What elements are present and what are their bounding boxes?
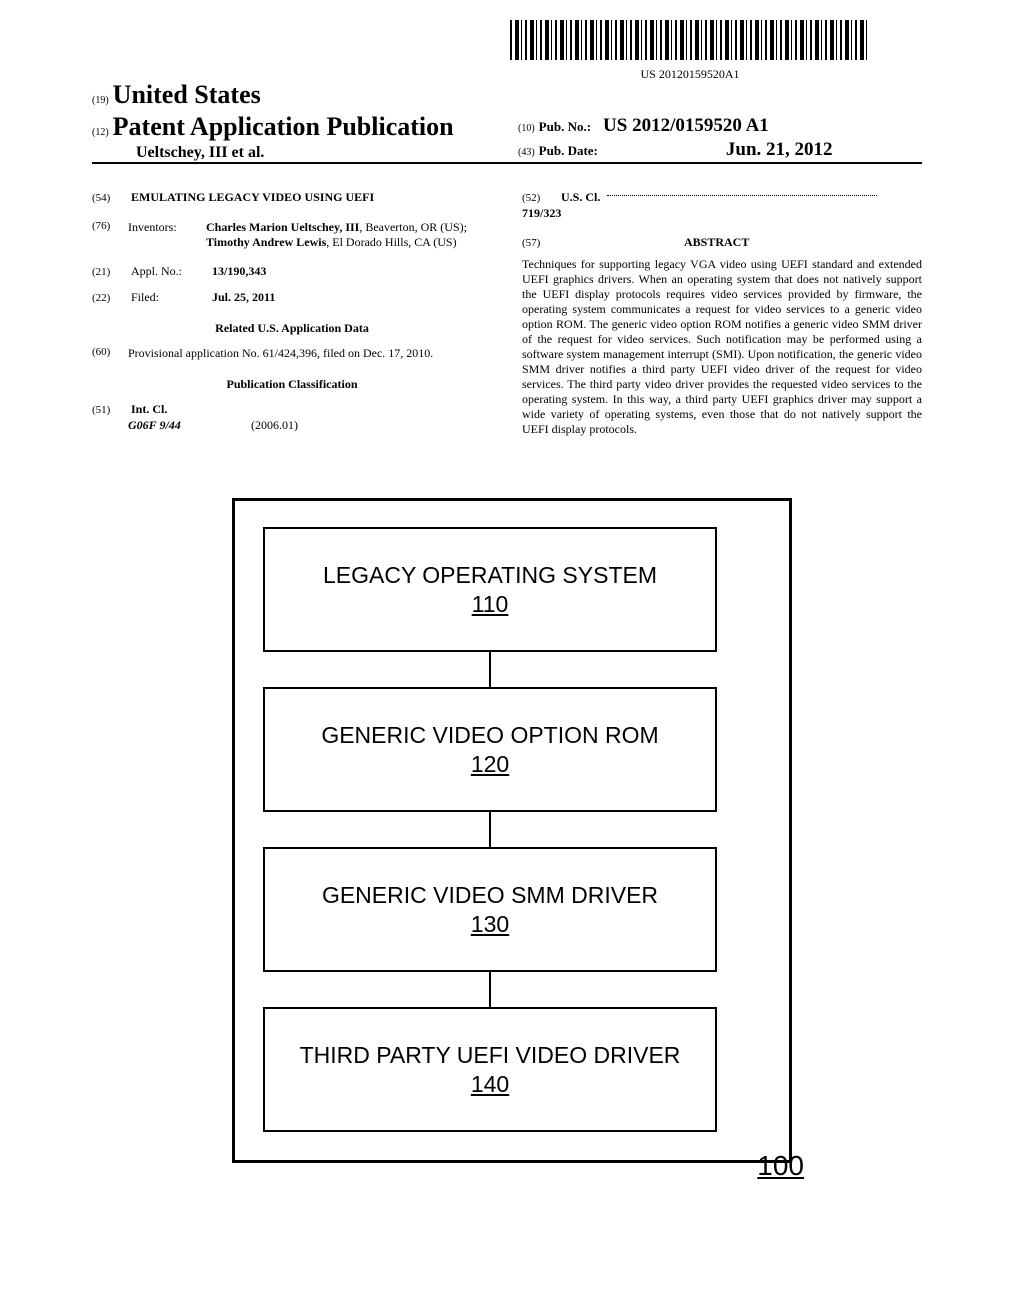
header-left: (19) United States (12) Patent Applicati…	[92, 80, 454, 162]
pub-date-label: Pub. Date:	[539, 143, 598, 158]
header-right: (10) Pub. No.: US 2012/0159520 A1 (43) P…	[518, 115, 918, 161]
us-cl-value: 719/323	[522, 206, 561, 220]
field-43-num: (43)	[518, 147, 535, 158]
field-76: (76) Inventors: Charles Marion Ueltschey…	[92, 220, 492, 250]
filed-value: Jul. 25, 2011	[212, 290, 275, 304]
figure-box: LEGACY OPERATING SYSTEM110	[263, 527, 717, 652]
int-cl-line: G06F 9/44 (2006.01)	[128, 418, 492, 433]
pub-no-label: Pub. No.:	[539, 119, 591, 134]
field-21-label: Appl. No.:	[131, 264, 209, 279]
figure-outer-box: LEGACY OPERATING SYSTEM110 GENERIC VIDEO …	[232, 498, 792, 1163]
field-21-num: (21)	[92, 266, 128, 280]
pub-class-header: Publication Classification	[92, 377, 492, 392]
int-cl-year: (2006.01)	[251, 418, 298, 432]
header-divider	[92, 162, 922, 164]
barcode-area: US 20120159520A1	[500, 20, 880, 82]
figure-box-num: 130	[322, 910, 658, 939]
figure-box-title: LEGACY OPERATING SYSTEM	[323, 561, 657, 590]
abstract-text: Techniques for supporting legacy VGA vid…	[522, 257, 922, 437]
field-22-label: Filed:	[131, 290, 209, 305]
field-54-num: (54)	[92, 192, 128, 206]
figure-box-num: 110	[323, 590, 657, 619]
patent-front-page: US 20120159520A1 (19) United States (12)…	[0, 0, 1020, 1314]
figure-box-num: 140	[300, 1070, 681, 1099]
field-51: (51) Int. Cl.	[92, 402, 492, 418]
figure-box-label: THIRD PARTY UEFI VIDEO DRIVER140	[300, 1041, 681, 1099]
barcode	[510, 20, 870, 60]
pub-no-value: US 2012/0159520 A1	[603, 115, 769, 136]
figure-box: THIRD PARTY UEFI VIDEO DRIVER140	[263, 1007, 717, 1132]
field-10-num: (10)	[518, 123, 535, 134]
field-76-label: Inventors:	[128, 220, 206, 250]
figure-connector	[489, 812, 491, 847]
inventor-1: Charles Marion Ueltschey, III	[206, 220, 359, 234]
invention-title: EMULATING LEGACY VIDEO USING UEFI	[131, 190, 374, 204]
figure-box-label: GENERIC VIDEO SMM DRIVER130	[322, 881, 658, 939]
provisional-text: Provisional application No. 61/424,396, …	[128, 346, 492, 361]
field-19-num: (19)	[92, 95, 109, 106]
left-column: (54) EMULATING LEGACY VIDEO USING UEFI (…	[92, 180, 492, 437]
figure-connector	[489, 972, 491, 1007]
figure-connector	[489, 652, 491, 687]
field-22-num: (22)	[92, 292, 128, 306]
figure-box: GENERIC VIDEO OPTION ROM120	[263, 687, 717, 812]
int-cl-code: G06F 9/44	[128, 418, 248, 433]
figure-box-title: GENERIC VIDEO OPTION ROM	[321, 721, 658, 750]
publication-title: Patent Application Publication	[113, 112, 454, 141]
country: United States	[113, 80, 261, 109]
figure-box: GENERIC VIDEO SMM DRIVER130	[263, 847, 717, 972]
figure-box-title: GENERIC VIDEO SMM DRIVER	[322, 881, 658, 910]
inventor-2: Timothy Andrew Lewis	[206, 235, 326, 249]
field-12-num: (12)	[92, 127, 109, 138]
field-76-num: (76)	[92, 220, 128, 250]
field-21: (21) Appl. No.: 13/190,343	[92, 264, 492, 280]
inventors-list: Charles Marion Ueltschey, III, Beaverton…	[206, 220, 492, 250]
biblio-columns: (54) EMULATING LEGACY VIDEO USING UEFI (…	[92, 180, 922, 437]
field-60-num: (60)	[92, 346, 128, 361]
dots-leader	[607, 195, 877, 196]
inventor-1-loc: , Beaverton, OR (US);	[359, 220, 467, 234]
related-data-header: Related U.S. Application Data	[92, 321, 492, 336]
pub-date-value: Jun. 21, 2012	[726, 139, 833, 160]
abstract-header: ABSTRACT	[684, 235, 749, 249]
field-52: (52) U.S. Cl. 719/323	[522, 190, 922, 221]
figure-box-num: 120	[321, 750, 658, 779]
authors-line: Ueltschey, III et al.	[136, 144, 454, 162]
field-57: (57) ABSTRACT	[522, 235, 922, 251]
field-57-num: (57)	[522, 237, 558, 251]
field-52-num: (52)	[522, 192, 558, 206]
us-cl-label: U.S. Cl.	[561, 190, 600, 204]
figure-ref-num: 100	[757, 1150, 804, 1182]
field-60: (60) Provisional application No. 61/424,…	[92, 346, 492, 361]
int-cl-label: Int. Cl.	[131, 402, 167, 416]
field-54: (54) EMULATING LEGACY VIDEO USING UEFI	[92, 190, 492, 206]
figure-1: LEGACY OPERATING SYSTEM110 GENERIC VIDEO …	[232, 498, 792, 1178]
figure-box-label: GENERIC VIDEO OPTION ROM120	[321, 721, 658, 779]
field-51-num: (51)	[92, 404, 128, 418]
appl-no-value: 13/190,343	[212, 264, 266, 278]
figure-box-label: LEGACY OPERATING SYSTEM110	[323, 561, 657, 619]
inventor-2-loc: , El Dorado Hills, CA (US)	[326, 235, 456, 249]
barcode-number: US 20120159520A1	[500, 67, 880, 82]
figure-box-title: THIRD PARTY UEFI VIDEO DRIVER	[300, 1041, 681, 1070]
right-column: (52) U.S. Cl. 719/323 (57) ABSTRACT Tech…	[522, 180, 922, 437]
field-22: (22) Filed: Jul. 25, 2011	[92, 290, 492, 306]
